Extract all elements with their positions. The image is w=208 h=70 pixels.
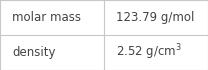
Text: molar mass: molar mass [12, 11, 82, 24]
Text: density: density [12, 46, 56, 59]
Text: 2.52 g/cm$^3$: 2.52 g/cm$^3$ [116, 43, 182, 62]
Text: 123.79 g/mol: 123.79 g/mol [116, 11, 195, 24]
